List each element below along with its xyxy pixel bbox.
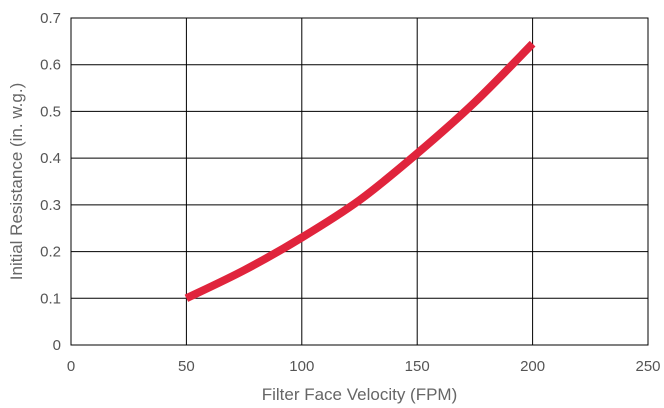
plot-area-frame: [70, 17, 649, 346]
x-tick-label: 150: [405, 358, 430, 375]
y-tick-label: 0.1: [40, 290, 61, 307]
y-tick-label: 0: [53, 337, 61, 354]
y-tick-label: 0.4: [40, 150, 61, 167]
x-tick-label: 250: [635, 358, 660, 375]
y-tick-label: 0.3: [40, 197, 61, 214]
x-tick-label: 200: [520, 358, 545, 375]
x-tick-label: 100: [289, 358, 314, 375]
y-tick-label: 0.6: [40, 57, 61, 74]
y-axis-ticks: 0 0.1 0.2 0.3 0.4 0.5 0.6 0.7: [40, 10, 61, 354]
y-axis-title: Initial Resistance (in. w.g.): [7, 83, 26, 280]
y-tick-label: 0.5: [40, 103, 61, 120]
series-layer: [184, 40, 536, 302]
x-tick-label: 0: [67, 358, 75, 375]
y-tick-label: 0.2: [40, 244, 61, 261]
series-line: [184, 40, 536, 302]
x-axis-ticks: 0 50 100 150 200 250: [67, 358, 661, 375]
y-tick-label: 0.7: [40, 10, 61, 27]
x-tick-label: 50: [178, 358, 195, 375]
grid: [70, 17, 649, 346]
x-axis-title: Filter Face Velocity (FPM): [262, 385, 458, 404]
